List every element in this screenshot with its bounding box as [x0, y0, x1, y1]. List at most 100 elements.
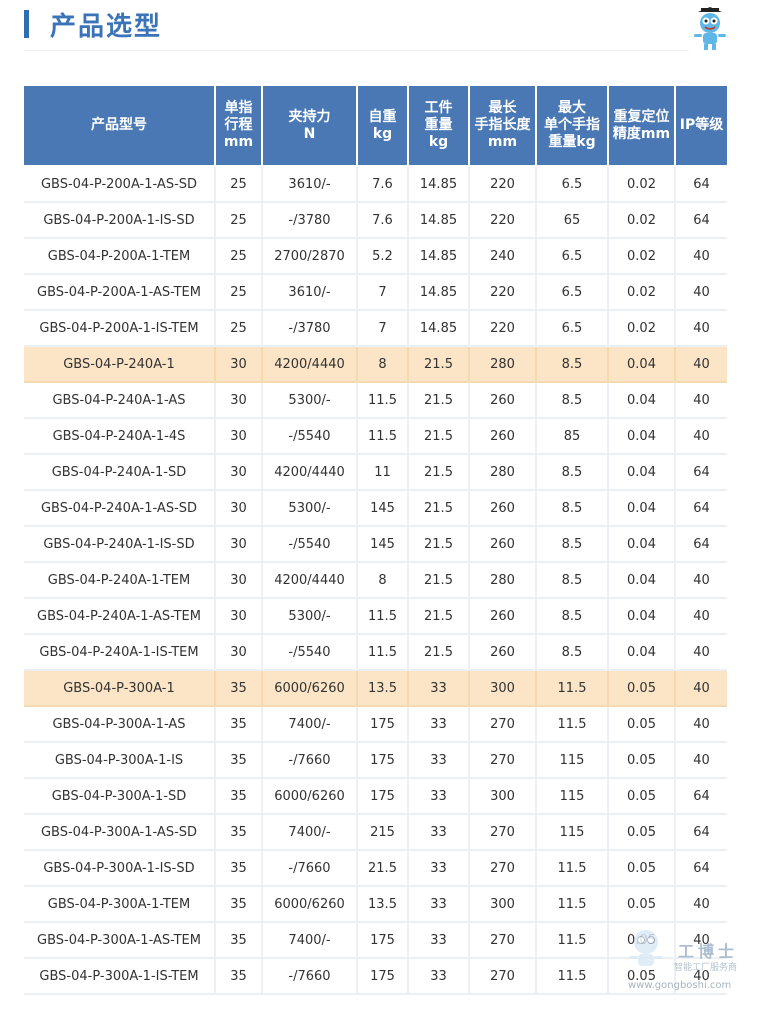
table-cell: 0.04	[608, 418, 676, 455]
table-cell: 11.5	[536, 922, 609, 959]
table-cell: 64	[675, 454, 727, 491]
table-cell: -/3780	[262, 202, 358, 239]
model-cell: GBS-04-P-300A-1-AS-SD	[24, 814, 216, 851]
table-cell: 115	[536, 814, 609, 851]
table-cell: 25	[215, 274, 263, 311]
model-cell: GBS-04-P-240A-1-IS-TEM	[24, 634, 216, 671]
table-cell: 270	[469, 922, 537, 959]
table-cell: 0.04	[608, 526, 676, 563]
table-cell: 11	[357, 454, 409, 491]
watermark-tagline: 智能工厂服务商	[674, 963, 738, 973]
table-cell: 14.85	[408, 310, 470, 347]
table-cell: 2700/2870	[262, 238, 358, 275]
table-cell: 25	[215, 166, 263, 203]
table-header: 产品型号 单指 行程 mm 夹持力 N 自重 kg 工件 重量 kg 最长 手指长度 mm 最大 单个手指 重量…	[24, 86, 727, 167]
title-divider	[24, 50, 689, 51]
table-cell: 40	[675, 382, 727, 419]
table-cell: 0.04	[608, 634, 676, 671]
model-cell: GBS-04-P-200A-1-IS-TEM	[24, 310, 216, 347]
table-row-highlighted: GBS-04-P-300A-1 35 6000/6260 13.5 33 300 11.5 0…	[24, 670, 727, 707]
table-cell: 8.5	[536, 526, 609, 563]
table-cell: 6.5	[536, 238, 609, 275]
table-cell: 300	[469, 886, 537, 923]
table-cell: 220	[469, 274, 537, 311]
table-row: GBS-04-P-240A-1-TEM 30 4200/4440 8 21.5 280 8.…	[24, 562, 727, 599]
column-header: 重复定位 精度mm	[607, 86, 676, 167]
table-cell: 11.5	[536, 850, 609, 887]
table-cell: 30	[215, 454, 263, 491]
table-row: GBS-04-P-240A-1-IS-SD 30 -/5540 145 21.5 260 8…	[24, 526, 727, 563]
table-cell: 8.5	[536, 382, 609, 419]
table-cell: 220	[469, 310, 537, 347]
table-cell: 40	[675, 706, 727, 743]
table-cell: 115	[536, 778, 609, 815]
table-cell: 64	[675, 202, 727, 239]
model-cell: GBS-04-P-200A-1-IS-SD	[24, 202, 216, 239]
table-row: GBS-04-P-300A-1-TEM 35 6000/6260 13.5 33 300 1…	[24, 886, 727, 923]
table-cell: 8	[357, 562, 409, 599]
table-row: GBS-04-P-300A-1-IS 35 -/7660 175 33 270 115 0.0…	[24, 742, 727, 779]
model-cell: GBS-04-P-200A-1-AS-SD	[24, 166, 216, 203]
table-row: GBS-04-P-200A-1-AS-SD 25 3610/- 7.6 14.85 220…	[24, 166, 727, 203]
table-cell: 0.05	[608, 670, 676, 707]
table-cell: 40	[675, 274, 727, 311]
table-cell: 21.5	[408, 418, 470, 455]
table-cell: 85	[536, 418, 609, 455]
table-cell: 0.05	[608, 814, 676, 851]
table-cell: 30	[215, 418, 263, 455]
table-cell: 220	[469, 166, 537, 203]
table-cell: 65	[536, 202, 609, 239]
table-cell: 30	[215, 562, 263, 599]
table-cell: 40	[675, 346, 727, 383]
model-cell: GBS-04-P-240A-1-AS	[24, 382, 216, 419]
table-cell: 7400/-	[262, 922, 358, 959]
model-cell: GBS-04-P-240A-1	[24, 346, 216, 383]
table-cell: 6.5	[536, 166, 609, 203]
column-header: 产品型号	[24, 86, 216, 167]
table-cell: 40	[675, 418, 727, 455]
model-cell: GBS-04-P-240A-1-IS-SD	[24, 526, 216, 563]
table-row: GBS-04-P-240A-1-AS 30 5300/- 11.5 21.5 260 8.5…	[24, 382, 727, 419]
table-cell: 0.02	[608, 274, 676, 311]
table-cell: 260	[469, 490, 537, 527]
table-row: GBS-04-P-300A-1-SD 35 6000/6260 175 33 300 115…	[24, 778, 727, 815]
table-cell: 40	[675, 922, 727, 959]
table-cell: 21.5	[408, 382, 470, 419]
table-cell: 21.5	[408, 598, 470, 635]
watermark-brand: 工博士	[678, 942, 739, 961]
model-cell: GBS-04-P-240A-1-AS-TEM	[24, 598, 216, 635]
table-cell: 40	[675, 634, 727, 671]
table-cell: 33	[408, 958, 470, 995]
table-cell: 4200/4440	[262, 562, 358, 599]
table-cell: 40	[675, 562, 727, 599]
table-cell: 270	[469, 742, 537, 779]
table-row: GBS-04-P-300A-1-IS-TEM 35 -/7660 175 33 270 11…	[24, 958, 727, 995]
table-row: GBS-04-P-240A-1-IS-TEM 30 -/5540 11.5 21.5 26…	[24, 634, 727, 671]
table-cell: 0.04	[608, 454, 676, 491]
table-row: GBS-04-P-200A-1-TEM 25 2700/2870 5.2 14.85 24…	[24, 238, 727, 275]
table-cell: 5300/-	[262, 382, 358, 419]
table-cell: 14.85	[408, 166, 470, 203]
model-cell: GBS-04-P-240A-1-AS-SD	[24, 490, 216, 527]
table-cell: 21.5	[408, 562, 470, 599]
table-cell: 8.5	[536, 598, 609, 635]
table-cell: 4200/4440	[262, 346, 358, 383]
table-cell: 175	[357, 706, 409, 743]
table-cell: 30	[215, 346, 263, 383]
table-cell: 0.04	[608, 346, 676, 383]
table-cell: 35	[215, 958, 263, 995]
model-cell: GBS-04-P-300A-1	[24, 670, 216, 707]
column-header: 最长 手指长度 mm	[468, 86, 537, 167]
table-cell: 4200/4440	[262, 454, 358, 491]
table-cell: 280	[469, 562, 537, 599]
table-cell: 0.02	[608, 310, 676, 347]
table-cell: -/7660	[262, 958, 358, 995]
watermark-url: www.gongboshi.com	[628, 980, 732, 991]
table-cell: 64	[675, 490, 727, 527]
table-cell: 35	[215, 886, 263, 923]
table-cell: 30	[215, 526, 263, 563]
table-body: GBS-04-P-200A-1-AS-SD 25 3610/- 7.6 14.85 220…	[24, 166, 727, 995]
table-cell: 7400/-	[262, 814, 358, 851]
table-cell: 21.5	[357, 850, 409, 887]
model-cell: GBS-04-P-300A-1-IS-SD	[24, 850, 216, 887]
